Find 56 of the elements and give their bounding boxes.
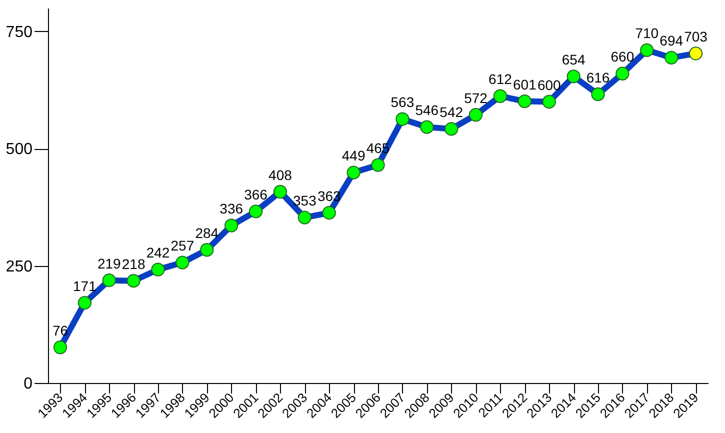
point bbox=[200, 243, 214, 257]
point bbox=[273, 184, 288, 199]
data-label: 542 bbox=[440, 104, 464, 120]
point bbox=[346, 166, 360, 180]
point bbox=[688, 46, 703, 60]
data-label: 336 bbox=[220, 200, 244, 216]
point bbox=[640, 43, 654, 57]
data-label: 353 bbox=[292, 192, 317, 209]
point bbox=[542, 94, 556, 109]
point bbox=[298, 210, 312, 224]
point bbox=[53, 340, 68, 354]
point bbox=[664, 50, 678, 64]
data-label: 710 bbox=[635, 25, 659, 42]
point bbox=[176, 256, 190, 270]
data-label: 366 bbox=[244, 186, 268, 202]
y-tick-label: 0 bbox=[24, 376, 33, 392]
data-label: 694 bbox=[660, 32, 684, 49]
point bbox=[591, 87, 605, 102]
data-label: 546 bbox=[415, 102, 439, 118]
data-label: 616 bbox=[586, 69, 610, 86]
data-label: 257 bbox=[170, 238, 194, 254]
point bbox=[371, 158, 385, 172]
y-tick-label: 750 bbox=[6, 24, 33, 41]
point bbox=[126, 274, 140, 288]
data-label: 660 bbox=[610, 48, 634, 65]
y-tick-label: 250 bbox=[6, 258, 33, 276]
data-label: 76 bbox=[52, 322, 68, 338]
point bbox=[444, 122, 458, 136]
data-label: 284 bbox=[195, 224, 219, 241]
data-label: 601 bbox=[512, 76, 537, 92]
data-label: 449 bbox=[342, 148, 366, 164]
point bbox=[420, 120, 434, 134]
data-label: 218 bbox=[122, 256, 146, 272]
point bbox=[78, 296, 92, 310]
point bbox=[322, 206, 336, 220]
data-label: 563 bbox=[390, 94, 414, 110]
data-label: 408 bbox=[268, 166, 292, 183]
point bbox=[566, 70, 580, 84]
point bbox=[493, 89, 508, 103]
data-label: 171 bbox=[72, 278, 97, 294]
data-label: 600 bbox=[537, 76, 562, 93]
point bbox=[396, 112, 410, 126]
point bbox=[468, 108, 483, 122]
data-label: 219 bbox=[97, 255, 122, 272]
data-label: 572 bbox=[464, 90, 488, 106]
point bbox=[518, 94, 532, 108]
point bbox=[224, 218, 238, 232]
data-label: 242 bbox=[146, 244, 170, 261]
data-label: 703 bbox=[684, 28, 708, 44]
point bbox=[102, 274, 116, 288]
point bbox=[248, 204, 263, 218]
point bbox=[151, 262, 165, 276]
point bbox=[616, 66, 630, 80]
data-label: 612 bbox=[488, 71, 512, 88]
y-tick-label: 500 bbox=[6, 141, 33, 158]
data-label: 654 bbox=[562, 51, 586, 68]
